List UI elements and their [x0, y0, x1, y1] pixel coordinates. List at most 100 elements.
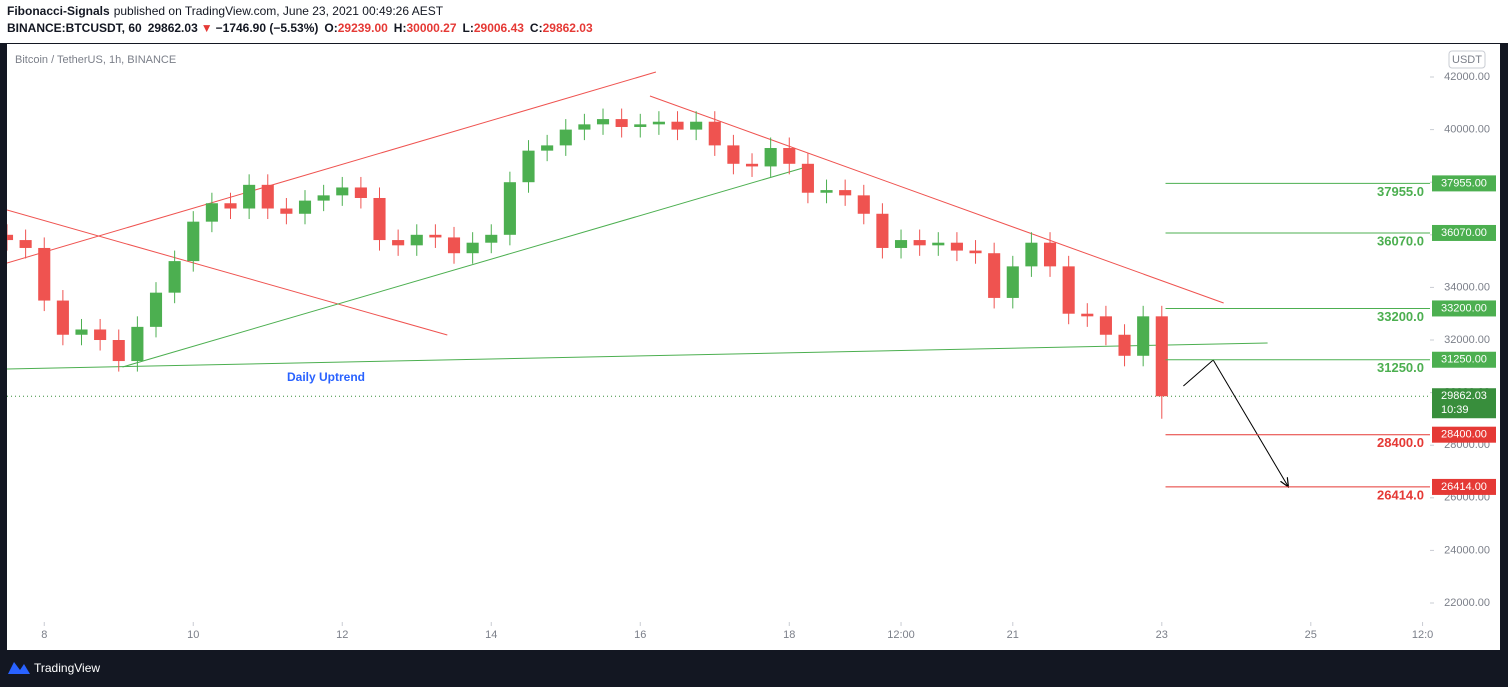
candle-body: [7, 234, 14, 241]
x-tick-label: 21: [1007, 629, 1019, 641]
candle-body: [131, 326, 144, 362]
level-badge-label: 36070.00: [1441, 227, 1487, 239]
candle-body: [652, 121, 665, 125]
level-badge-label: 28400.00: [1441, 429, 1487, 441]
y-tick-label: 22000.00: [1444, 597, 1490, 609]
ohlc-value: 30000.27: [406, 21, 456, 35]
x-tick-label: 12: [336, 629, 348, 641]
ohlc-key: C:: [530, 21, 543, 35]
candle-body: [559, 129, 572, 146]
x-tick-label: 16: [634, 629, 646, 641]
y-tick-label: 40000.00: [1444, 124, 1490, 136]
level-badge: [1432, 300, 1496, 317]
ohlc-key: L:: [463, 21, 474, 35]
candle-body: [894, 240, 908, 248]
level-badge: [1432, 224, 1496, 241]
level-badge-label: 26414.00: [1441, 481, 1487, 493]
level-label: 33200.0: [1377, 309, 1424, 324]
ohlc-value: 29006.43: [474, 21, 524, 35]
candle-body: [19, 240, 32, 248]
symbol: BINANCE:BTCUSDT, 60: [7, 21, 142, 35]
candle-body: [522, 150, 535, 183]
candle-body: [1043, 242, 1057, 267]
candle-body: [485, 234, 498, 243]
level-badge: [1432, 175, 1496, 192]
candle-body: [261, 184, 274, 209]
candle-body: [224, 203, 237, 209]
candle-body: [727, 145, 740, 164]
candle-body: [56, 300, 69, 335]
candle-body: [503, 182, 516, 235]
trendline: [649, 95, 1224, 304]
candle-body: [764, 148, 777, 167]
candle-body: [205, 203, 218, 222]
y-tick-label: 24000.00: [1444, 544, 1490, 556]
trendline: [7, 342, 1268, 370]
last-price-badge: [1432, 388, 1496, 419]
candle-body: [671, 121, 684, 130]
level-label: 31250.0: [1377, 360, 1424, 375]
candle-body: [988, 253, 1001, 298]
candle-body: [541, 145, 554, 151]
x-tick-label: 10: [187, 629, 199, 641]
candle-body: [392, 240, 405, 246]
candle-body: [280, 208, 293, 214]
candle-body: [94, 329, 107, 341]
candle-body: [243, 184, 256, 209]
candle-body: [1099, 316, 1112, 335]
candle-body: [447, 237, 461, 254]
level-label: 36070.0: [1377, 233, 1424, 248]
level-badge: [1432, 478, 1496, 495]
candle-body: [187, 221, 200, 262]
x-tick-label: 12:0: [1412, 629, 1433, 641]
candle-body: [857, 195, 870, 214]
level-badge: [1432, 426, 1496, 443]
plot: [7, 71, 1430, 487]
change: −1746.90 (−5.53%): [216, 21, 319, 35]
ohlc-key: O:: [324, 21, 337, 35]
candle-body: [75, 329, 88, 335]
level-label: 28400.0: [1377, 435, 1424, 450]
level-badge-label: 37955.00: [1441, 177, 1487, 189]
level-label: 26414.0: [1377, 487, 1424, 502]
candle-body: [1025, 242, 1038, 267]
candle-body: [1062, 266, 1075, 314]
chart-bg: [7, 44, 1500, 650]
last: 29862.03: [148, 21, 198, 35]
x-tick-label: 25: [1305, 629, 1317, 641]
x-tick-label: 14: [485, 629, 497, 641]
chart-title: Bitcoin / TetherUS, 1h, BINANCE: [15, 54, 176, 66]
trendline: [7, 71, 657, 264]
candle-body: [615, 119, 628, 127]
y-tick-label: 42000.00: [1444, 71, 1490, 83]
down-icon: ▼: [201, 21, 213, 35]
x-tick-label: 23: [1156, 629, 1168, 641]
candle-body: [149, 292, 163, 327]
candle-body: [1118, 334, 1131, 356]
candle-body: [354, 187, 367, 198]
candle-body: [1081, 313, 1094, 317]
y-tick-label: 34000.00: [1444, 281, 1490, 293]
candle-body: [373, 197, 386, 241]
candle-body: [708, 121, 721, 146]
candle-body: [336, 187, 349, 196]
candle-body: [410, 234, 423, 246]
candle-body: [820, 190, 833, 193]
x-tick-label: 8: [41, 629, 47, 641]
candle-body: [932, 242, 945, 246]
candle-body: [1137, 316, 1150, 356]
candle-body: [634, 124, 647, 127]
candle-body: [745, 163, 759, 167]
ohlc-key: H:: [394, 21, 407, 35]
trendline: [7, 209, 448, 336]
candle-body: [839, 190, 852, 196]
level-label: 37955.0: [1377, 184, 1424, 199]
candle-body: [298, 200, 312, 214]
brand: TradingView: [34, 661, 100, 675]
level-badge-label: 33200.00: [1441, 302, 1487, 314]
candle-body: [596, 119, 610, 125]
candle-body: [913, 240, 926, 246]
annotation: Daily Uptrend: [287, 370, 365, 384]
header-bg: [0, 0, 1508, 43]
